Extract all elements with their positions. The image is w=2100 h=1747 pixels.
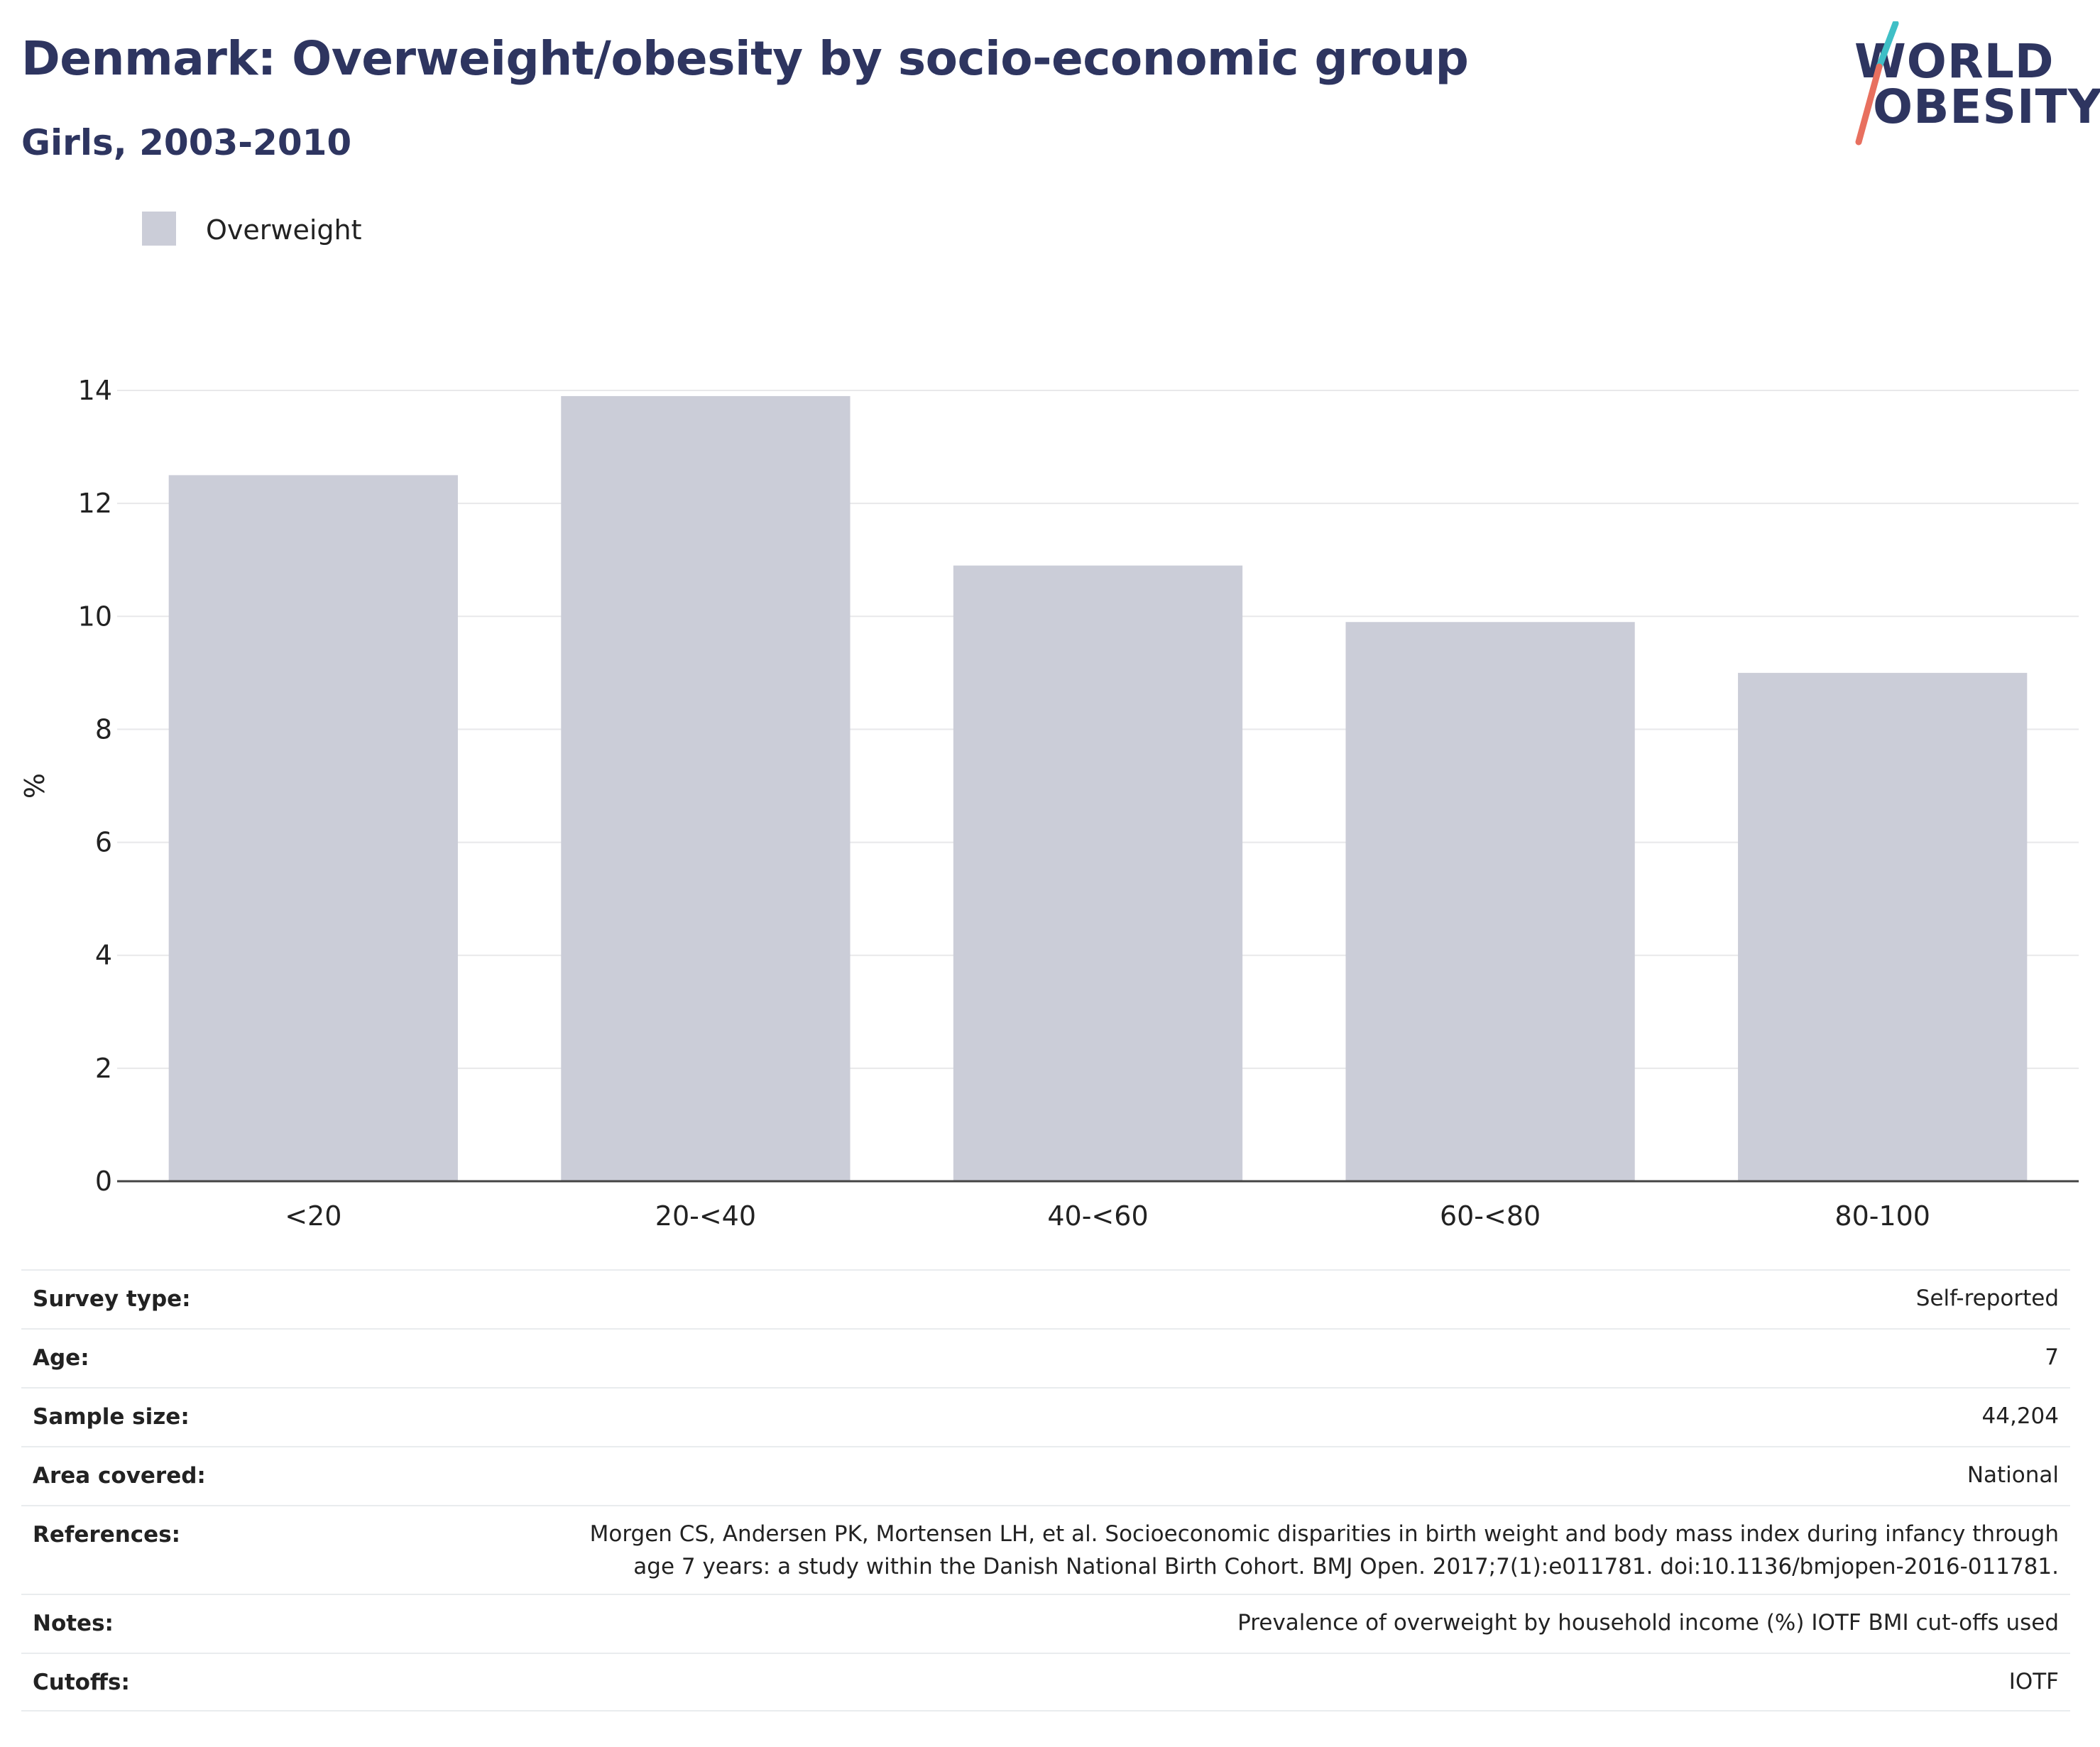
x-tick-label: 80-100	[1834, 1200, 1930, 1232]
legend-swatch-overweight	[142, 212, 176, 246]
logo-word-obesity: OBESITY	[1873, 80, 2100, 134]
y-tick-label: 6	[95, 827, 112, 858]
logo-slash-icon	[1855, 21, 1899, 146]
info-value: National	[1967, 1462, 2059, 1488]
y-tick-label: 8	[95, 713, 112, 745]
info-value: Prevalence of overweight by household in…	[1237, 1610, 2059, 1636]
survey-info-table: Survey type: Self-reported Age: 7 Sample…	[21, 1269, 2070, 1712]
info-row-references: References: Morgen CS, Andersen PK, Mort…	[21, 1505, 2070, 1594]
y-tick-label: 14	[78, 375, 112, 406]
reference-line-2: age 7 years: a study within the Danish N…	[633, 1554, 2059, 1579]
info-value: Self-reported	[1915, 1286, 2059, 1311]
info-label: Notes:	[33, 1611, 114, 1636]
info-value: 44,204	[1981, 1403, 2059, 1429]
x-tick-label: 60-<80	[1440, 1200, 1541, 1232]
chart-subtitle: Girls, 2003-2010	[21, 122, 352, 163]
bar	[953, 565, 1243, 1181]
info-row-age: Age: 7	[21, 1328, 2070, 1387]
y-axis-label: %	[19, 773, 50, 799]
info-row-cutoffs: Cutoffs: IOTF	[21, 1653, 2070, 1712]
y-tick-label: 0	[95, 1166, 112, 1197]
y-tick-label: 2	[95, 1053, 112, 1084]
bar-chart: 0 2 4 6 8 10 12 14 <20 20-<40 40-<60 60-<80 80-100%	[19, 375, 2079, 1232]
info-row-survey-type: Survey type: Self-reported	[21, 1269, 2070, 1328]
y-tick-label: 4	[95, 940, 112, 971]
info-row-notes: Notes: Prevalence of overweight by house…	[21, 1594, 2070, 1653]
info-value-references: Morgen CS, Andersen PK, Mortensen LH, et…	[590, 1518, 2059, 1583]
y-tick-label: 12	[78, 488, 112, 519]
info-value: IOTF	[2008, 1669, 2059, 1694]
x-tick-label: <20	[285, 1200, 341, 1232]
info-row-sample-size: Sample size: 44,204	[21, 1387, 2070, 1446]
info-label: Cutoffs:	[33, 1670, 130, 1695]
bar	[1738, 672, 2028, 1181]
info-label: Age:	[33, 1345, 89, 1371]
reference-line-1: Morgen CS, Andersen PK, Mortensen LH, et…	[589, 1521, 2059, 1547]
info-label: Sample size:	[33, 1404, 190, 1430]
bar	[561, 395, 851, 1181]
info-label: Area covered:	[33, 1463, 206, 1489]
info-value: 7	[2045, 1345, 2059, 1370]
info-label: Survey type:	[33, 1286, 191, 1312]
chart-title: Denmark: Overweight/obesity by socio-eco…	[21, 31, 1469, 86]
legend-label-overweight: Overweight	[206, 214, 362, 246]
x-tick-label: 40-<60	[1047, 1200, 1148, 1232]
x-tick-label: 20-<40	[655, 1200, 756, 1232]
bar	[168, 475, 458, 1181]
info-row-area-covered: Area covered: National	[21, 1446, 2070, 1505]
bar	[1345, 622, 1635, 1181]
y-tick-label: 10	[78, 601, 112, 632]
info-label: References:	[33, 1522, 181, 1548]
world-obesity-logo: WORLD OBESITY	[1853, 21, 2100, 149]
